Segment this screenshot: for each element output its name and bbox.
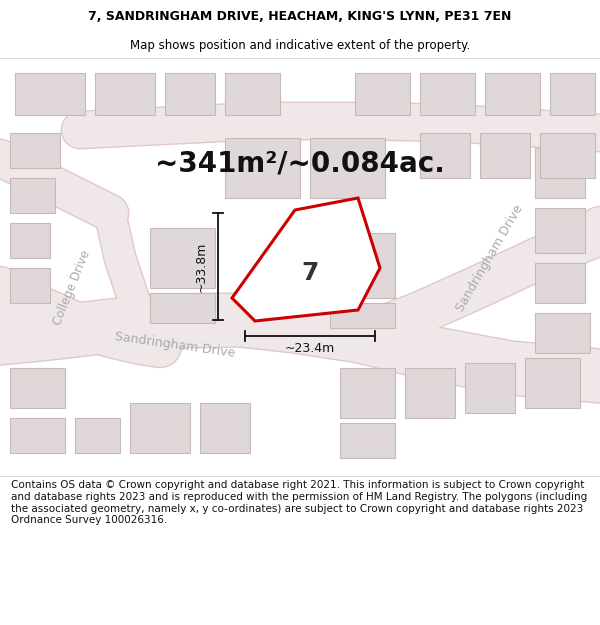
Polygon shape bbox=[405, 368, 455, 418]
Polygon shape bbox=[10, 368, 65, 408]
Text: 7: 7 bbox=[301, 261, 319, 285]
Polygon shape bbox=[330, 233, 395, 298]
Polygon shape bbox=[10, 268, 50, 303]
Polygon shape bbox=[550, 73, 595, 115]
Polygon shape bbox=[225, 138, 300, 198]
Text: Map shows position and indicative extent of the property.: Map shows position and indicative extent… bbox=[130, 39, 470, 52]
Polygon shape bbox=[10, 418, 65, 453]
Polygon shape bbox=[420, 73, 475, 115]
Polygon shape bbox=[150, 293, 215, 323]
Polygon shape bbox=[75, 418, 120, 453]
Text: Sandringham Drive: Sandringham Drive bbox=[454, 202, 526, 314]
Text: ~33.8m: ~33.8m bbox=[194, 241, 208, 292]
Polygon shape bbox=[310, 138, 385, 198]
Polygon shape bbox=[485, 73, 540, 115]
Polygon shape bbox=[340, 368, 395, 418]
Polygon shape bbox=[200, 403, 250, 453]
Polygon shape bbox=[95, 73, 155, 115]
Polygon shape bbox=[330, 303, 395, 328]
Polygon shape bbox=[150, 228, 215, 288]
Polygon shape bbox=[420, 133, 470, 178]
Polygon shape bbox=[340, 423, 395, 458]
Polygon shape bbox=[535, 208, 585, 253]
Polygon shape bbox=[130, 403, 190, 453]
Polygon shape bbox=[10, 133, 60, 168]
Polygon shape bbox=[15, 73, 85, 115]
Polygon shape bbox=[465, 363, 515, 413]
Polygon shape bbox=[225, 73, 280, 115]
Text: Contains OS data © Crown copyright and database right 2021. This information is : Contains OS data © Crown copyright and d… bbox=[11, 481, 587, 525]
Polygon shape bbox=[232, 198, 380, 321]
Polygon shape bbox=[165, 73, 215, 115]
Text: ~341m²/~0.084ac.: ~341m²/~0.084ac. bbox=[155, 149, 445, 177]
Polygon shape bbox=[535, 148, 585, 198]
Polygon shape bbox=[535, 313, 590, 353]
Text: Sandringham Drive: Sandringham Drive bbox=[114, 330, 236, 360]
Polygon shape bbox=[10, 223, 50, 258]
Polygon shape bbox=[540, 133, 595, 178]
Text: ~23.4m: ~23.4m bbox=[285, 342, 335, 356]
Text: College Drive: College Drive bbox=[51, 249, 93, 328]
Polygon shape bbox=[355, 73, 410, 115]
Polygon shape bbox=[535, 263, 585, 303]
Text: 7, SANDRINGHAM DRIVE, HEACHAM, KING'S LYNN, PE31 7EN: 7, SANDRINGHAM DRIVE, HEACHAM, KING'S LY… bbox=[88, 10, 512, 22]
Polygon shape bbox=[525, 358, 580, 408]
Polygon shape bbox=[480, 133, 530, 178]
Polygon shape bbox=[10, 178, 55, 213]
